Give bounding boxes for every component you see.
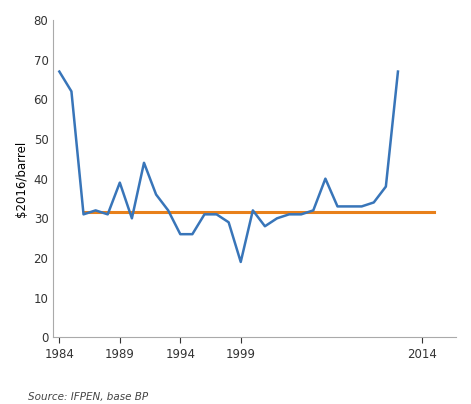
Y-axis label: $2016/barrel: $2016/barrel bbox=[15, 141, 28, 217]
Text: Source: IFPEN, base BP: Source: IFPEN, base BP bbox=[28, 392, 148, 402]
